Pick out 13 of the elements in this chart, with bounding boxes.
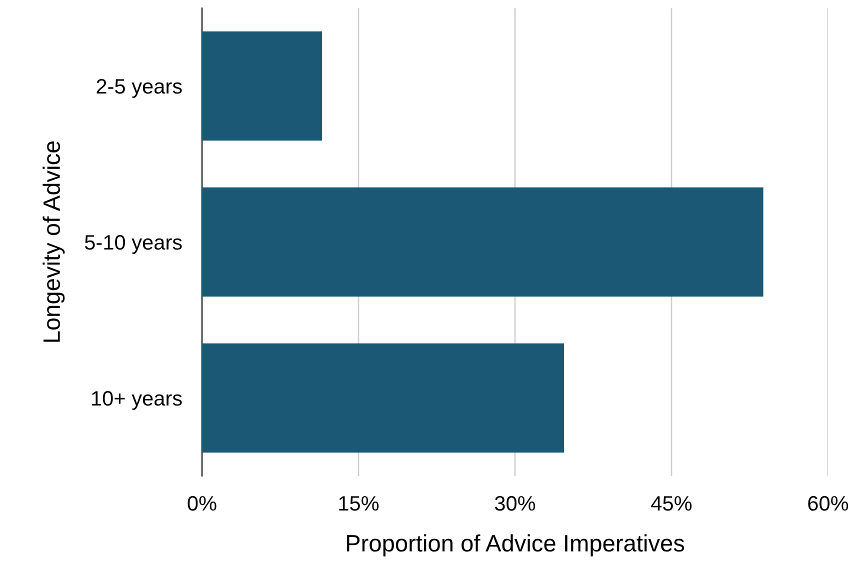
x-tick-label: 45% xyxy=(651,496,692,511)
y-axis-title: Longevity of Advice xyxy=(42,141,65,342)
x-tick-label: 30% xyxy=(494,496,536,511)
x-tick-label: 60% xyxy=(808,496,848,511)
x-axis-title: Proportion of Advice Imperatives xyxy=(346,534,684,556)
y-tick-label: 5-10 years xyxy=(84,235,182,254)
y-tick-label: 2-5 years xyxy=(96,79,182,98)
y-tick-label: 10+ years xyxy=(92,391,182,410)
bar xyxy=(202,187,764,297)
x-tick-label: 15% xyxy=(339,496,379,511)
x-tick-label: 0% xyxy=(188,496,216,511)
bar xyxy=(202,31,322,141)
bar xyxy=(202,343,564,453)
